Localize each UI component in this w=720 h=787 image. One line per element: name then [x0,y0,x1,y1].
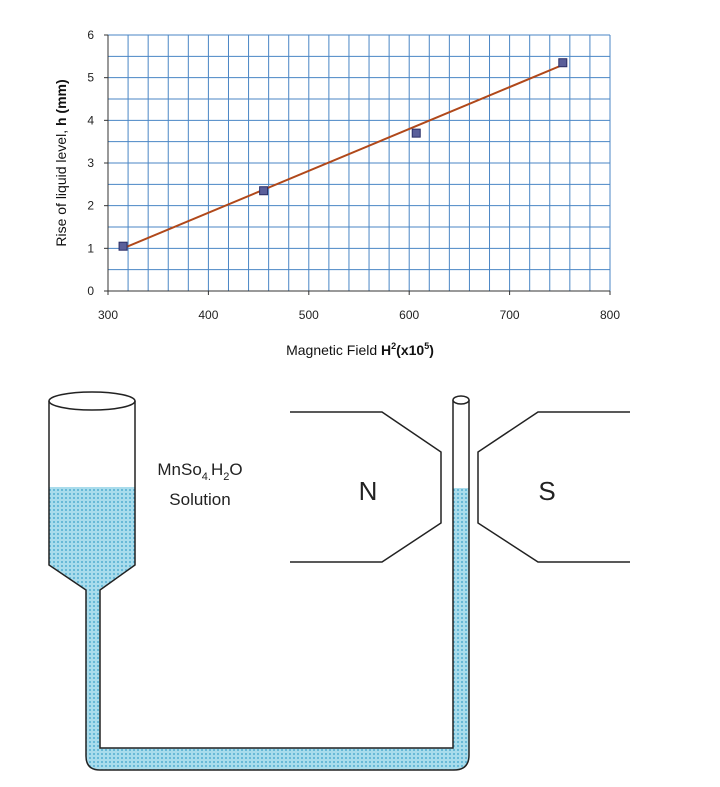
solution-formula-label: MnSo4.H2O [157,460,242,483]
x-axis-label-mid: (x10 [396,342,424,358]
chart: 300 400 500 600 700 800 0 1 2 3 4 5 6 Magnetic Fiel… [53,28,620,358]
data-point [558,58,568,68]
data-point [411,128,421,138]
y-tick-labels: 0 1 2 3 4 5 6 [87,28,108,298]
trendline-group [122,63,564,250]
x-axis-label: Magnetic Field H2(x105) [286,341,434,358]
formula-part-a: MnSo [157,460,201,479]
y-axis-label: Rise of liquid level, h (mm) [53,79,69,246]
data-point [259,186,269,196]
x-axis-label-sup1: 2 [391,341,396,351]
formula-sub-1: 4 [202,471,208,483]
magnet-south-outline [477,411,630,563]
x-tick-label: 300 [98,308,118,322]
y-tick-label: 4 [87,113,94,127]
x-tick-label: 700 [500,308,520,322]
x-axis-label-main: H [381,342,391,358]
y-tick-label: 2 [87,199,94,213]
solution-word-label: Solution [169,490,230,509]
liquid-fill [49,487,469,770]
y-tick-label: 1 [87,241,94,255]
formula-sub-2: 2 [223,471,229,483]
x-axis-label-end: ) [429,342,434,358]
grid [107,34,611,292]
y-axis-label-bold: h (mm) [53,79,69,126]
data-point [118,241,128,251]
formula-part-c: O [229,460,242,479]
tube-top [452,395,470,405]
apparatus-diagram: N S MnSo4.H2O Solution [48,391,630,771]
x-tick-label: 400 [198,308,218,322]
x-tick-label: 800 [600,308,620,322]
x-tick-labels: 300 400 500 600 700 800 [98,291,620,322]
formula-dot: . [208,471,211,483]
trendline [122,63,564,250]
x-axis-label-prefix: Magnetic Field [286,342,381,358]
y-tick-label: 0 [87,284,94,298]
reservoir-inner-wall [99,400,454,749]
reservoir-rim [48,391,136,411]
reservoir-wall [48,400,470,771]
formula-part-b: H [211,460,223,479]
pole-north-label: N [359,476,378,506]
x-tick-label: 500 [299,308,319,322]
y-tick-label: 3 [87,156,94,170]
magnet-north-outline [290,411,442,563]
y-axis-label-prefix: Rise of liquid level, [53,126,69,247]
x-axis-label-sup2: 5 [424,341,429,351]
x-tick-label: 600 [399,308,419,322]
data-points [118,58,568,251]
pole-south-label: S [538,476,555,506]
y-tick-label: 5 [87,71,94,85]
y-tick-label: 6 [87,28,94,42]
